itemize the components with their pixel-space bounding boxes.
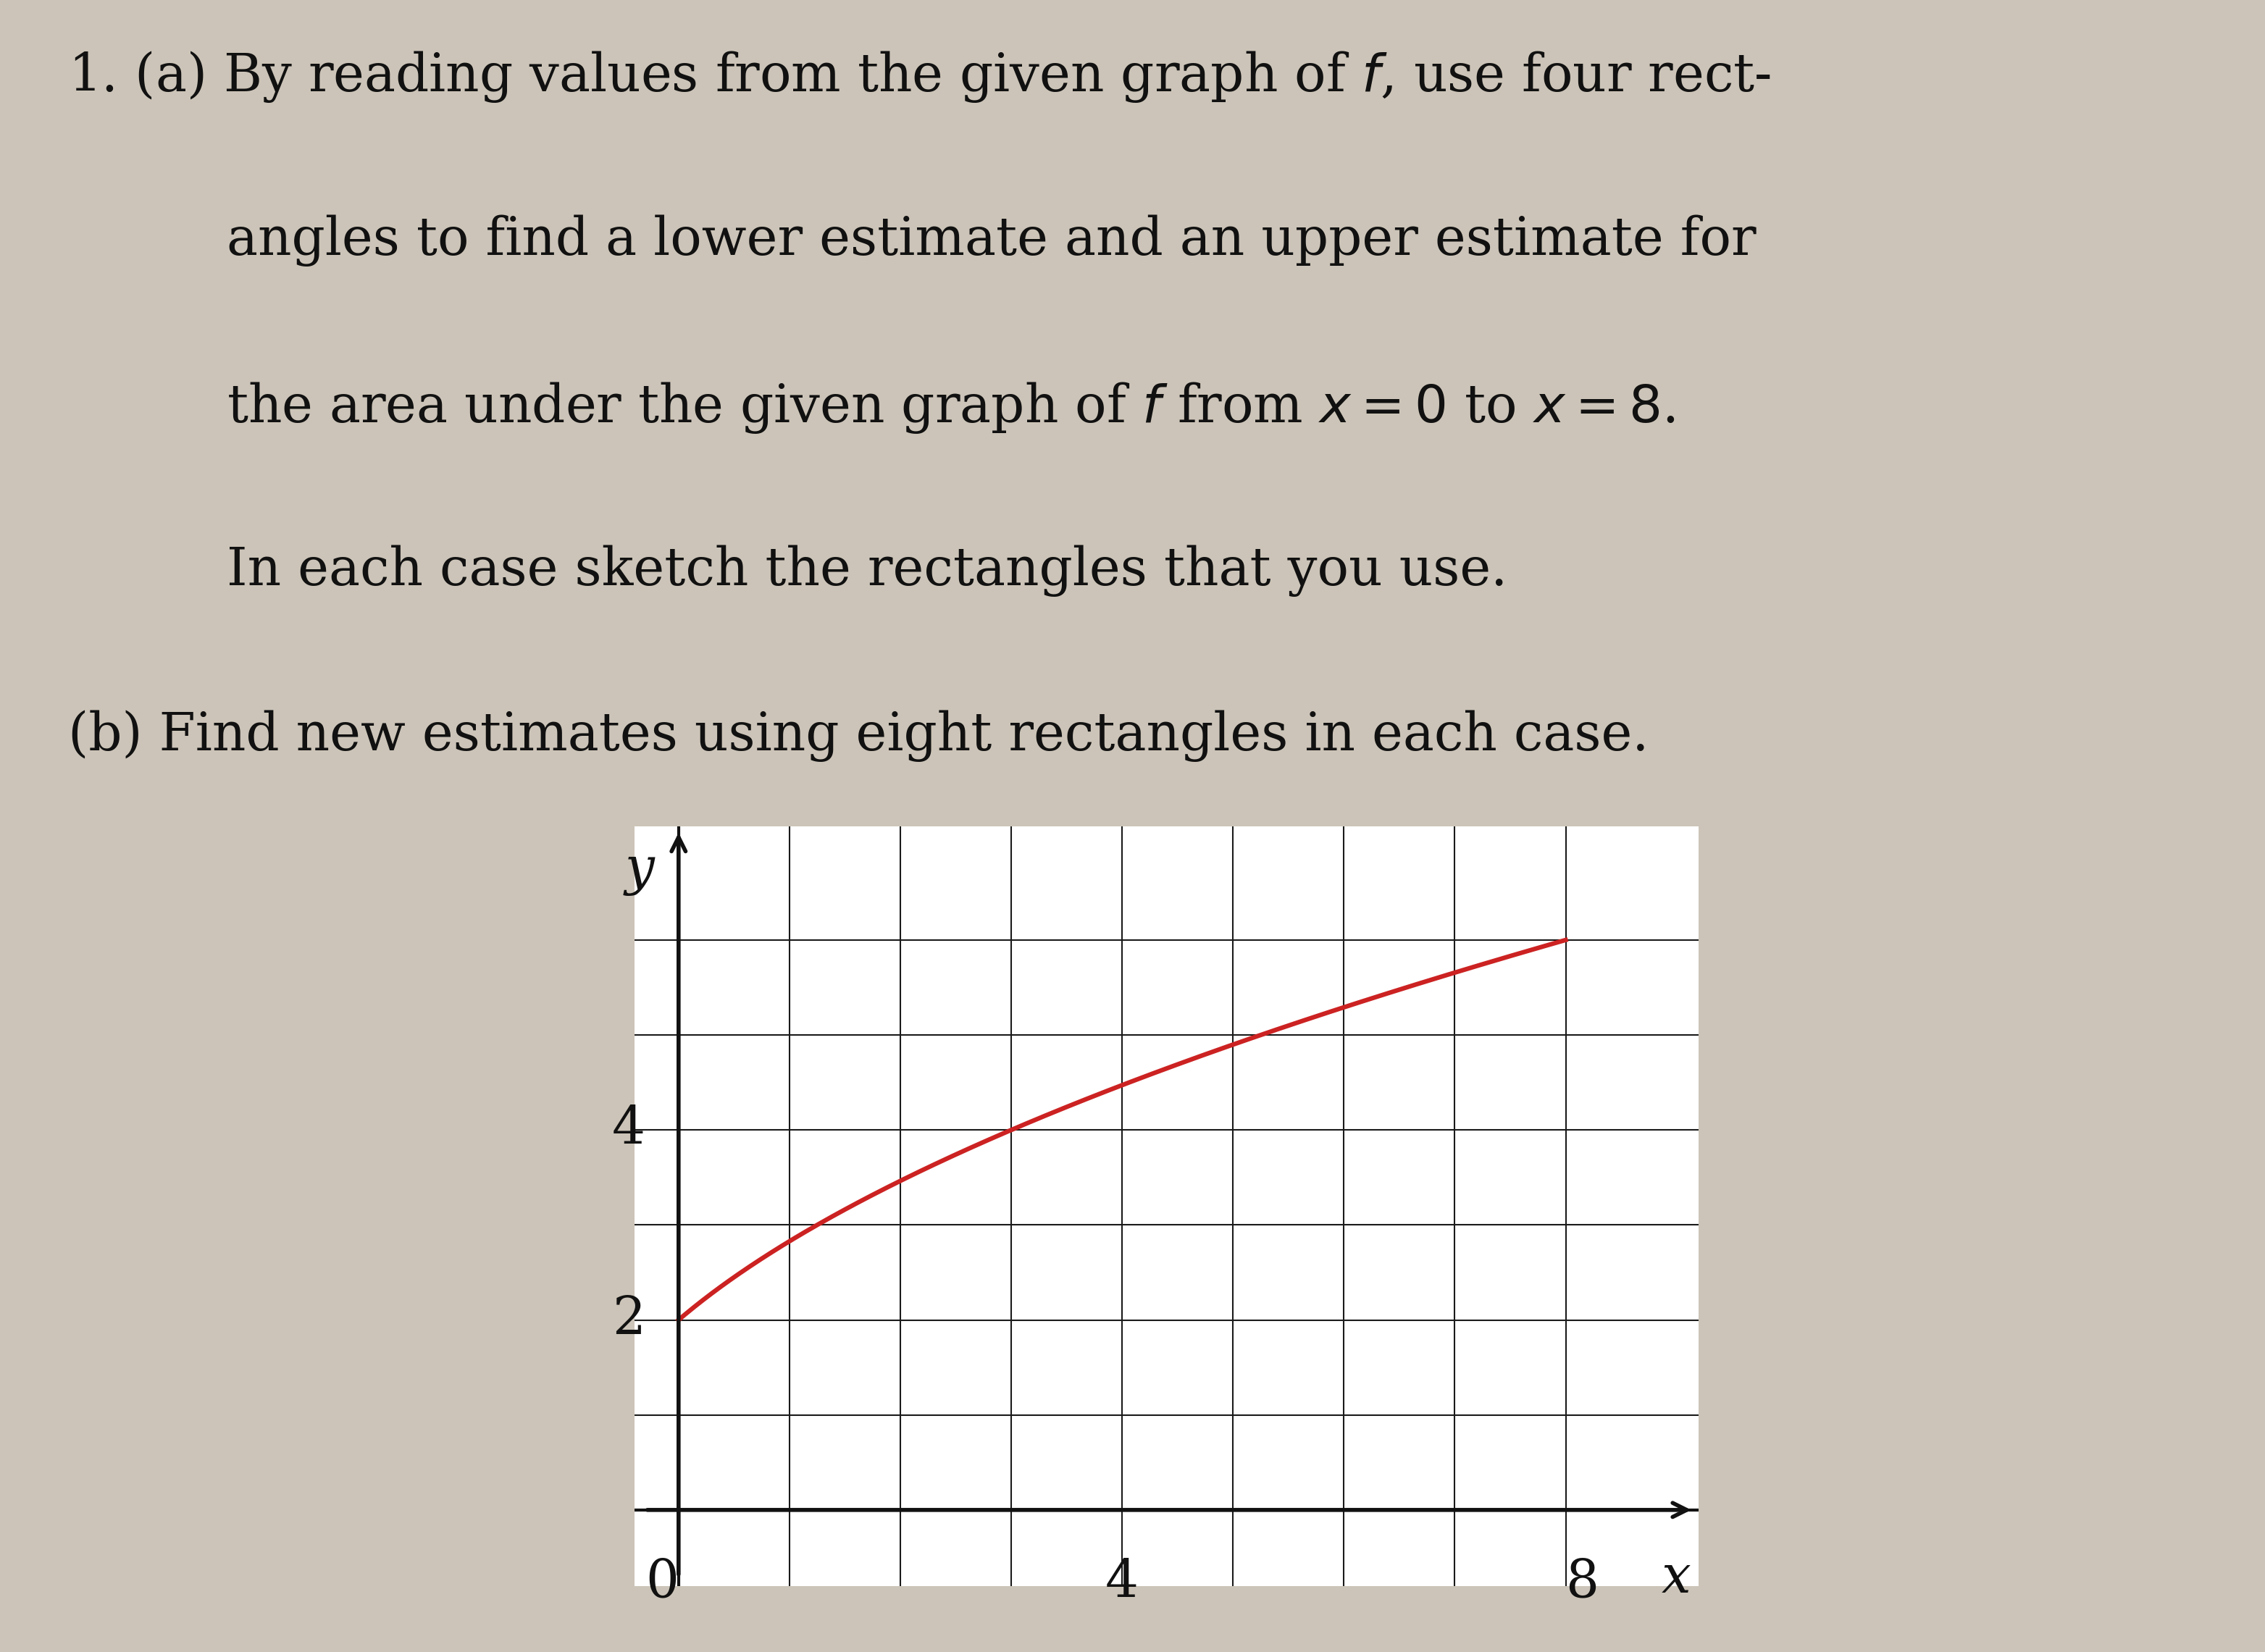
Text: y: y [625,846,655,895]
Text: 4: 4 [612,1105,646,1155]
Text: angles to find a lower estimate and an upper estimate for: angles to find a lower estimate and an u… [227,215,1755,266]
Text: 0: 0 [646,1558,680,1609]
Text: 4: 4 [1105,1558,1139,1609]
Text: 8: 8 [1565,1558,1599,1609]
Text: (b) Find new estimates using eight rectangles in each case.: (b) Find new estimates using eight recta… [68,710,1649,762]
Text: the area under the given graph of $f$ from $x = 0$ to $x = 8$.: the area under the given graph of $f$ fr… [227,380,1676,434]
Text: 2: 2 [612,1295,646,1345]
Text: x: x [1663,1553,1692,1604]
Text: In each case sketch the rectangles that you use.: In each case sketch the rectangles that … [227,545,1506,596]
Text: 1. (a) By reading values from the given graph of $f$, use four rect-: 1. (a) By reading values from the given … [68,50,1771,104]
